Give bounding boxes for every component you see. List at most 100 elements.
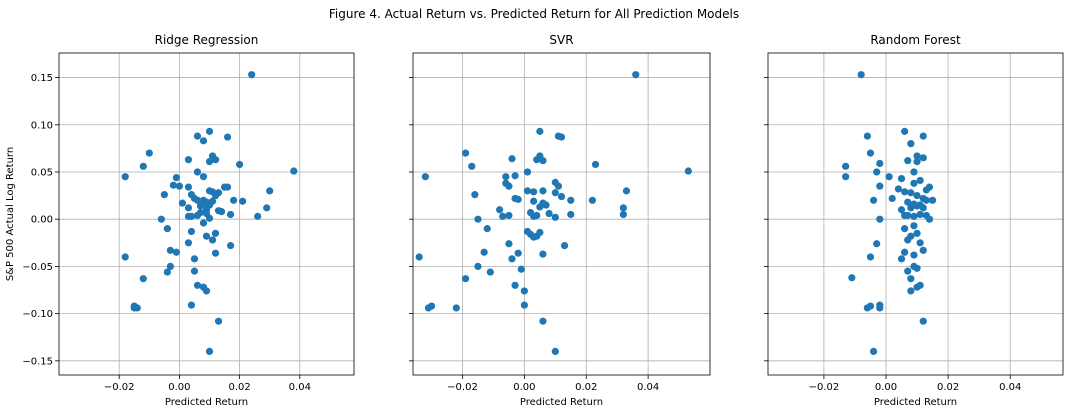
- ridge-y-tick-label: 0.05: [31, 167, 53, 178]
- ridge-point: [139, 162, 147, 170]
- svr-point: [480, 248, 488, 256]
- forest-x-tick-label: 0.04: [999, 382, 1021, 393]
- forest-point: [919, 132, 927, 140]
- figure-title: Figure 4. Actual Return vs. Predicted Re…: [329, 7, 739, 21]
- forest-point: [897, 206, 906, 214]
- forest-point: [885, 173, 893, 181]
- forest-point: [901, 188, 909, 196]
- ridge-point: [184, 239, 193, 247]
- ridge-point: [166, 262, 174, 271]
- svr-point: [588, 196, 597, 204]
- forest-point: [913, 191, 921, 200]
- svr-point: [517, 265, 525, 273]
- forest-point: [876, 159, 884, 168]
- svr-point: [461, 149, 470, 157]
- forest-point: [916, 176, 924, 185]
- ridge-point: [160, 191, 168, 199]
- svr-point: [554, 182, 563, 190]
- svr-point: [461, 275, 470, 283]
- svr-point: [523, 187, 532, 195]
- ridge-point: [226, 210, 235, 219]
- svr-point: [421, 173, 429, 181]
- svr-point: [468, 162, 476, 170]
- svr-point: [619, 204, 627, 212]
- forest-point: [904, 236, 912, 244]
- svr-point: [505, 182, 513, 190]
- svr-point: [539, 157, 547, 165]
- svr-point: [533, 156, 541, 164]
- forest-point: [928, 196, 937, 204]
- forest-point: [894, 185, 903, 193]
- svr-point: [499, 212, 507, 220]
- svr-point: [619, 210, 627, 219]
- ridge-point: [193, 281, 202, 289]
- svr-point: [591, 160, 600, 169]
- svr-title: SVR: [549, 33, 573, 47]
- ridge-point: [178, 199, 187, 207]
- svr-point: [415, 253, 423, 261]
- ridge-point: [211, 229, 220, 237]
- ridge-point: [199, 173, 208, 181]
- forest-point: [904, 198, 912, 206]
- forest-point: [897, 174, 906, 183]
- axes-layer: −0.02 0.00 0.02 0.04 −0.15 −0.10 −0.05 0.00 0.05…: [5, 33, 1064, 408]
- forest-point: [907, 140, 915, 148]
- ridge-point: [208, 197, 217, 205]
- forest-point: [904, 267, 912, 275]
- ridge-point: [205, 157, 214, 166]
- ridge-point: [184, 204, 193, 212]
- ridge-x-tick-label: 0.02: [228, 382, 250, 393]
- ridge-y-tick-label: 0.15: [31, 73, 53, 84]
- ridge-point: [139, 275, 147, 283]
- chart-svr: −0.02 0.00 0.02 0.04 SVR Predicted Return: [409, 33, 711, 408]
- svr-point: [539, 250, 547, 258]
- forest-x-axis-label: Predicted Return: [874, 397, 957, 408]
- forest-point: [907, 189, 915, 197]
- forest-point: [866, 302, 875, 310]
- ridge-point: [223, 183, 232, 191]
- ridge-point: [187, 301, 196, 309]
- svr-point: [545, 209, 553, 218]
- svr-point: [505, 211, 513, 220]
- ridge-point: [208, 236, 217, 244]
- forest-point: [910, 168, 918, 176]
- forest-point: [876, 304, 884, 312]
- svr-point: [474, 262, 482, 271]
- svr-point: [551, 347, 559, 355]
- ridge-point: [193, 196, 202, 204]
- ridge-point: [190, 255, 199, 263]
- forest-point: [904, 157, 912, 165]
- forest-point: [922, 196, 930, 204]
- svr-point: [520, 301, 528, 309]
- ridge-point: [239, 197, 247, 205]
- ridge-point: [121, 173, 129, 181]
- ridge-point: [169, 181, 177, 189]
- ridge-x-tick-label: 0.04: [289, 382, 311, 393]
- svr-point: [530, 197, 538, 205]
- ridge-point: [205, 127, 214, 135]
- ridge-point: [205, 347, 214, 355]
- chart-ridge: −0.02 0.00 0.02 0.04 −0.15 −0.10 −0.05 0.00 0.05…: [5, 33, 355, 408]
- ridge-title: Ridge Regression: [155, 33, 259, 47]
- svr-point: [502, 173, 510, 181]
- forest-point: [910, 212, 918, 220]
- forest-point: [919, 204, 927, 212]
- forest-point: [897, 255, 906, 263]
- ridge-point: [196, 202, 205, 210]
- ridge-point: [157, 215, 165, 223]
- forest-point: [907, 287, 915, 295]
- svr-point: [474, 215, 482, 223]
- forest-x-tick-label: −0.02: [809, 382, 840, 393]
- forest-title: Random Forest: [870, 33, 961, 47]
- ridge-point: [166, 246, 174, 254]
- ridge-point: [248, 71, 256, 79]
- ridge-y-tick-label: 0.00: [31, 215, 53, 226]
- ridge-x-tick-label: −0.02: [104, 382, 135, 393]
- svr-point: [542, 201, 550, 209]
- forest-point: [869, 347, 878, 355]
- svr-x-tick-label: −0.02: [447, 382, 478, 393]
- ridge-point: [187, 212, 196, 220]
- forest-point: [904, 211, 912, 220]
- forest-point: [919, 154, 927, 162]
